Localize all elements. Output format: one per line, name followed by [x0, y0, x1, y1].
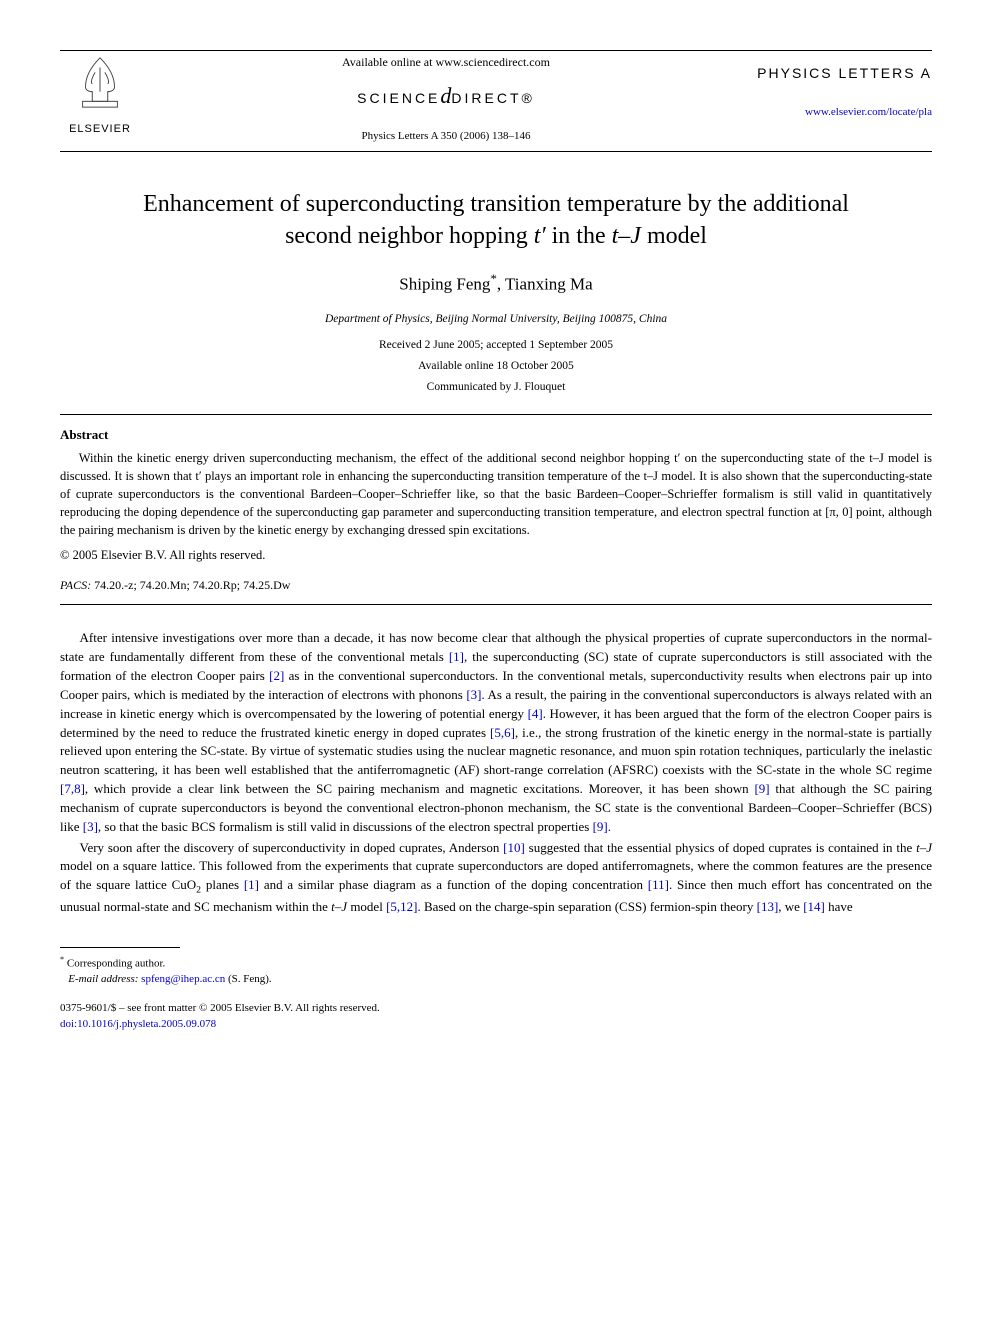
ref-512[interactable]: [5,12] — [386, 899, 417, 914]
dates-received: Received 2 June 2005; accepted 1 Septemb… — [60, 337, 932, 354]
title-l2c: in the — [546, 223, 612, 249]
elsevier-tree-icon — [71, 53, 129, 111]
email-name: (S. Feng). — [228, 973, 272, 985]
communicated-by: Communicated by J. Flouquet — [60, 379, 932, 396]
sd-d: d — [440, 83, 451, 108]
affiliation: Department of Physics, Beijing Normal Un… — [60, 311, 932, 328]
pacs: PACS: 74.20.-z; 74.20.Mn; 74.20.Rp; 74.2… — [60, 576, 932, 594]
footnote-corr: * Corresponding author. — [60, 954, 932, 972]
abstract-bottom-rule — [60, 604, 932, 605]
ref-4[interactable]: [4] — [528, 706, 543, 721]
abstract-text: Within the kinetic energy driven superco… — [60, 449, 932, 540]
title-l2a: second neighbor hopping — [285, 223, 534, 249]
ref-56[interactable]: [5,6] — [490, 725, 515, 740]
header-right: PHYSICS LETTERS A www.elsevier.com/locat… — [752, 53, 932, 121]
pacs-codes: 74.20.-z; 74.20.Mn; 74.20.Rp; 74.25.Dw — [91, 578, 290, 592]
ref-1[interactable]: [1] — [449, 649, 464, 664]
title-l2d: t–J — [612, 223, 641, 249]
ref-10[interactable]: [10] — [503, 840, 525, 855]
elsevier-text: ELSEVIER — [60, 121, 140, 138]
author-2: Tianxing Ma — [505, 275, 593, 294]
elsevier-logo: ELSEVIER — [60, 53, 140, 137]
ref-3b[interactable]: [3] — [83, 819, 98, 834]
abstract-top-rule — [60, 414, 932, 415]
pacs-label: PACS: — [60, 578, 91, 592]
journal-link[interactable]: www.elsevier.com/locate/pla — [752, 104, 932, 121]
author-sep: , — [497, 275, 505, 294]
author-1: Shiping Feng — [399, 275, 490, 294]
footnote-star: * — [60, 955, 64, 964]
sd-prefix: SCIENCE — [357, 90, 440, 106]
title-l2b: t′ — [534, 223, 546, 249]
title-line1: Enhancement of superconducting transitio… — [143, 191, 849, 217]
ref-11[interactable]: [11] — [648, 877, 669, 892]
header-rule — [60, 151, 932, 152]
article-title: Enhancement of superconducting transitio… — [60, 188, 932, 253]
sciencedirect-logo: SCIENCEdDIRECT® — [140, 79, 752, 112]
footnote-rule — [60, 947, 180, 948]
body-para-1: After intensive investigations over more… — [60, 629, 932, 836]
ref-2[interactable]: [2] — [269, 668, 284, 683]
body-para-2: Very soon after the discovery of superco… — [60, 839, 932, 917]
header: ELSEVIER Available online at www.science… — [60, 53, 932, 145]
ref-14[interactable]: [14] — [803, 899, 825, 914]
email-address[interactable]: spfeng@ihep.ac.cn — [138, 973, 228, 985]
citation: Physics Letters A 350 (2006) 138–146 — [140, 128, 752, 145]
header-center: Available online at www.sciencedirect.co… — [140, 53, 752, 145]
email-label: E-mail address: — [68, 973, 138, 985]
ref-78[interactable]: [7,8] — [60, 781, 85, 796]
dates-available: Available online 18 October 2005 — [60, 358, 932, 375]
journal-name: PHYSICS LETTERS A — [752, 63, 932, 84]
issn-line: 0375-9601/$ – see front matter © 2005 El… — [60, 1001, 932, 1016]
title-l2e: model — [641, 223, 707, 249]
ref-9a[interactable]: [9] — [754, 781, 769, 796]
ref-9b[interactable]: [9] — [593, 819, 608, 834]
ref-1b[interactable]: [1] — [244, 877, 259, 892]
abstract-body: Within the kinetic energy driven superco… — [60, 451, 932, 538]
authors: Shiping Feng*, Tianxing Ma — [60, 270, 932, 297]
ref-13[interactable]: [13] — [757, 899, 779, 914]
available-online: Available online at www.sciencedirect.co… — [140, 53, 752, 71]
abstract-copyright: © 2005 Elsevier B.V. All rights reserved… — [60, 546, 932, 565]
ref-3a[interactable]: [3] — [466, 687, 481, 702]
abstract-heading: Abstract — [60, 425, 932, 445]
footnote-email: E-mail address: spfeng@ihep.ac.cn (S. Fe… — [60, 972, 932, 987]
bottom-info: 0375-9601/$ – see front matter © 2005 El… — [60, 1001, 932, 1032]
footnote-corr-text: Corresponding author. — [67, 958, 165, 970]
doi[interactable]: doi:10.1016/j.physleta.2005.09.078 — [60, 1017, 932, 1032]
sd-suffix: DIRECT® — [451, 90, 534, 106]
top-rule — [60, 50, 932, 51]
